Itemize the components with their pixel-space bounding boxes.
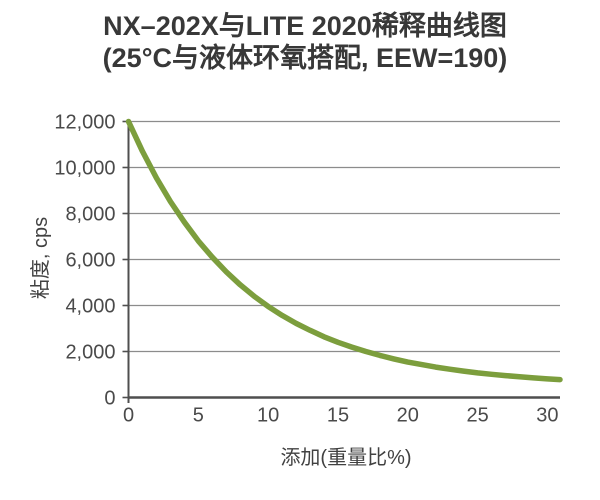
x-tick-label: 0 — [123, 405, 134, 427]
x-tick-label: 20 — [397, 405, 419, 427]
chart-title-block: NX–202X与LITE 2020稀释曲线图 (25°C与液体环氧搭配, EEW… — [5, 10, 600, 74]
y-tick-label: 0 — [104, 388, 115, 410]
chart-subtitle: (25°C与液体环氧搭配, EEW=190) — [102, 43, 508, 73]
y-tick-label: 4,000 — [65, 296, 115, 318]
x-tick-label: 30 — [536, 405, 558, 427]
x-tick-label: 5 — [193, 405, 204, 427]
y-tick-label: 12,000 — [54, 112, 115, 134]
x-tick-label: 10 — [257, 405, 279, 427]
y-tick-label: 6,000 — [65, 250, 115, 272]
chart-title: NX–202X与LITE 2020稀释曲线图 — [103, 11, 507, 41]
x-axis-title: 添加(重量比%) — [280, 447, 412, 469]
y-tick-label: 8,000 — [65, 204, 115, 226]
y-tick-label: 2,000 — [65, 342, 115, 364]
viscosity-curve — [125, 118, 563, 383]
x-tick-label: 25 — [466, 405, 488, 427]
y-tick-label: 10,000 — [54, 158, 115, 180]
x-tick-label: 15 — [327, 405, 349, 427]
